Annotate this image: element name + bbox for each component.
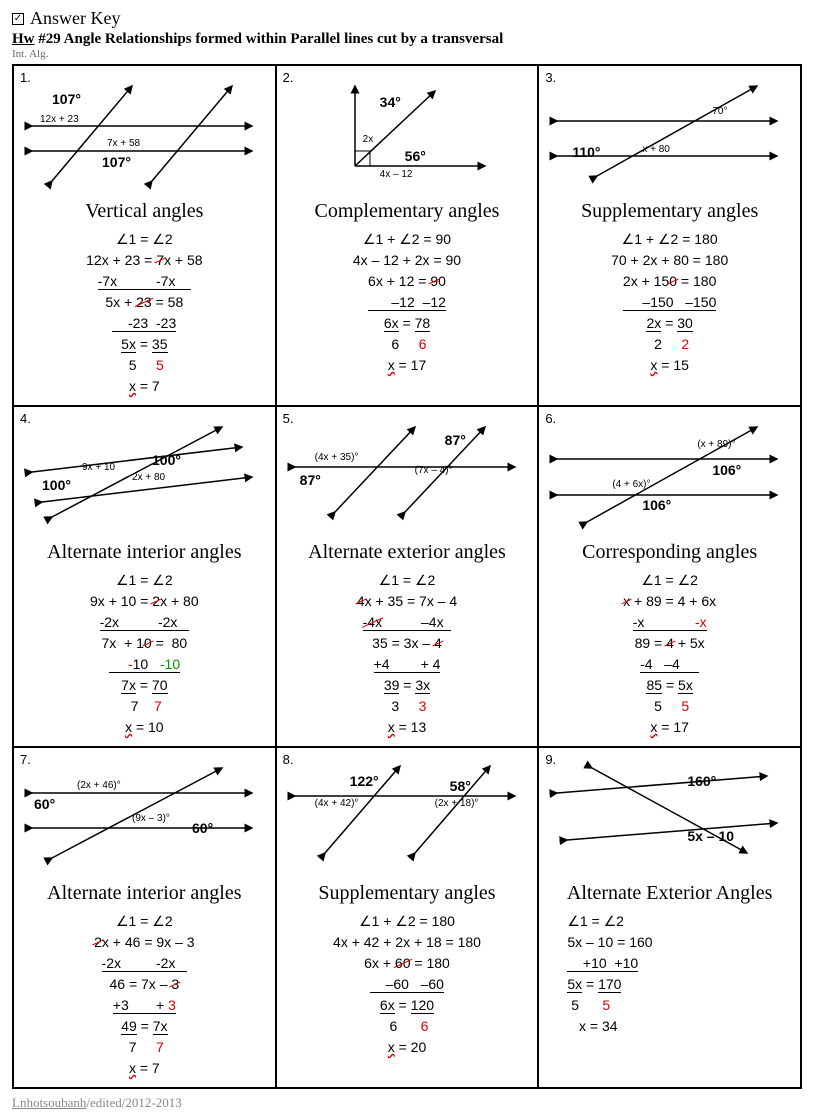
problem-cell: 2.34°2x56°4x – 12Complementary angles∠1 … [276,65,539,406]
relationship-type: Vertical angles [22,200,267,223]
diagram-label: 7x + 58 [107,138,140,149]
diagram-label: 106° [642,497,671,513]
diagram-label: (9x – 3)° [132,813,170,824]
problem-cell: 8.122°(4x + 42)°58°(2x + 18)°Supplementa… [276,747,539,1088]
diagram-label: 9x + 10 [82,462,115,473]
diagram-label: 87° [445,432,466,448]
problem-cell: 6.(x + 89)°106°(4 + 6x)°106°Correspondin… [538,406,801,747]
footer: Lnhotsoubanh/edited/2012-2013 [12,1095,802,1111]
diagram-label: x + 80 [642,144,670,155]
diagram-label: 4x – 12 [380,169,413,180]
diagram-label: (2x + 18)° [435,798,479,809]
work-steps: ∠1 + ∠2 = 1804x + 42 + 2x + 18 = 1806x +… [285,911,530,1058]
diagram-label: 110° [572,144,600,160]
diagram-label: 70° [712,106,727,117]
diagram: 70° 110° x + 80 [547,76,792,196]
diagram-label: (2x + 46)° [77,780,121,791]
diagram-label: 60° [192,820,213,836]
work-steps: ∠1 + ∠2 = 18070 + 2x + 80 = 1802x + 150 … [547,229,792,376]
diagram-label: 100° [42,477,71,493]
work-steps: ∠1 = ∠22x + 46 = 9x – 3-2x -2x 46 = 7x –… [22,911,267,1079]
relationship-type: Alternate interior angles [22,882,267,905]
diagram-label: 5x – 10 [687,828,734,844]
diagram-label: 107° [52,91,81,107]
diagram-label: 60° [34,796,55,812]
diagram-label: 122° [350,773,379,789]
work-steps: ∠1 = ∠25x – 10 = 160 +10 +105x = 170 5 5… [547,911,792,1037]
answer-key-label: Answer Key [30,8,120,29]
relationship-type: Alternate interior angles [22,541,267,564]
diagram-label: 106° [712,462,741,478]
diagram-label: 2x + 80 [132,472,165,483]
diagram: 9x + 10 100° 100° 2x + 80 [22,417,267,537]
problem-cell: 9.160°5x – 10Alternate Exterior Angles∠1… [538,747,801,1088]
diagram: (4x + 35)° 87° 87° (7x – 4)° [285,417,530,537]
diagram-label: 107° [102,154,131,170]
problem-cell: 7.(2x + 46)°60°(9x – 3)°60°Alternate int… [13,747,276,1088]
relationship-type: Corresponding angles [547,541,792,564]
diagram: 122° (4x + 42)° 58° (2x + 18)° [285,758,530,878]
problem-cell: 1.107°12x + 237x + 58107°Vertical angles… [13,65,276,406]
diagram-label: (4x + 42)° [315,798,359,809]
work-steps: ∠1 = ∠2x + 89 = 4 + 6x-x -x89 = 4 + 5x-4… [547,570,792,738]
diagram-label: 100° [152,452,181,468]
problem-cell: 4.9x + 10100°100°2x + 80Alternate interi… [13,406,276,747]
checkbox-icon: ✓ [12,13,24,25]
diagram: 107° 12x + 23 7x + 58 107° [22,76,267,196]
work-steps: ∠1 = ∠29x + 10 = 2x + 80-2x -2x 7x + 10 … [22,570,267,738]
problem-cell: 3.70°110°x + 80Supplementary angles∠1 + … [538,65,801,406]
relationship-type: Supplementary angles [547,200,792,223]
diagram: (2x + 46)° 60° (9x – 3)° 60° [22,758,267,878]
diagram-label: 56° [405,148,426,164]
diagram-label: 58° [450,778,471,794]
relationship-type: Complementary angles [285,200,530,223]
work-steps: ∠1 = ∠212x + 23 = 7x + 58-7x -7x 5x + 23… [22,229,267,397]
diagram-label: 2x [363,134,374,145]
diagram-label: (x + 89)° [697,439,735,450]
problem-cell: 5.(4x + 35)°87°87°(7x – 4)°Alternate ext… [276,406,539,747]
diagram-label: (4x + 35)° [315,452,359,463]
diagram-label: 34° [380,94,401,110]
work-steps: ∠1 = ∠24x + 35 = 7x – 4-4x –4x 35 = 3x –… [285,570,530,738]
diagram-label: 12x + 23 [40,114,79,125]
relationship-type: Alternate Exterior Angles [547,882,792,905]
worksheet-title: Hw #29 Angle Relationships formed within… [12,31,802,48]
diagram: (x + 89)° 106° (4 + 6x)° 106° [547,417,792,537]
relationship-type: Supplementary angles [285,882,530,905]
diagram-label: (4 + 6x)° [612,479,650,490]
problem-grid: 1.107°12x + 237x + 58107°Vertical angles… [12,64,802,1089]
header: ✓ Answer Key [12,8,802,29]
diagram-label: 160° [687,773,716,789]
work-steps: ∠1 + ∠2 = 904x – 12 + 2x = 906x + 12 = 9… [285,229,530,376]
relationship-type: Alternate exterior angles [285,541,530,564]
diagram-label: (7x – 4)° [415,465,453,476]
diagram: 34° 2x 56° 4x – 12 [285,76,530,196]
diagram-label: 87° [300,472,321,488]
diagram: 160° 5x – 10 [547,758,792,878]
subtitle: Int. Alg. [12,48,802,60]
